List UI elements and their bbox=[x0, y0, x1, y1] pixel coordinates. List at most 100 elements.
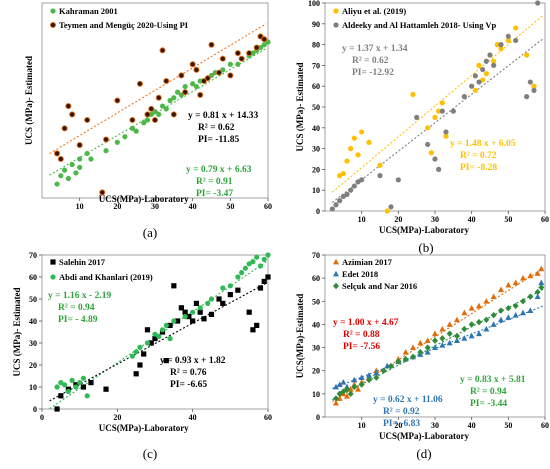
data-point bbox=[538, 279, 545, 286]
data-point bbox=[163, 358, 169, 364]
y-tick-label: 30 bbox=[29, 339, 37, 348]
legend-label: Abdi and Khanlari (2019) bbox=[59, 272, 153, 282]
data-point bbox=[253, 44, 260, 51]
data-point bbox=[450, 108, 456, 114]
series-2 bbox=[329, 0, 541, 212]
data-point bbox=[163, 322, 169, 328]
fit-pi: PI= -8.28 bbox=[460, 163, 497, 173]
data-point bbox=[454, 332, 460, 340]
data-point bbox=[402, 349, 409, 355]
data-point bbox=[246, 261, 252, 267]
data-point bbox=[175, 318, 181, 324]
data-point bbox=[512, 311, 519, 318]
y-tick-label: 20 bbox=[312, 367, 320, 376]
data-point bbox=[527, 272, 534, 279]
y-tick-label: 10 bbox=[312, 186, 320, 195]
data-point bbox=[344, 191, 350, 197]
data-point bbox=[62, 167, 68, 173]
data-point bbox=[182, 83, 188, 90]
data-point bbox=[57, 155, 64, 163]
data-point bbox=[476, 302, 482, 309]
data-point bbox=[178, 72, 185, 79]
y-tick-label: 60 bbox=[312, 82, 320, 91]
fit-annotation: y = 0.81 x + 14.33 R² = 0.62 PI= -11.85 bbox=[188, 111, 258, 145]
data-point bbox=[476, 330, 482, 337]
data-point bbox=[355, 152, 361, 158]
data-point bbox=[250, 327, 256, 333]
data-point bbox=[84, 150, 90, 157]
data-point bbox=[520, 274, 526, 281]
fit-r-squared: R² = 0.62 bbox=[198, 123, 235, 133]
data-point bbox=[534, 293, 541, 300]
data-point bbox=[439, 335, 446, 342]
data-point bbox=[454, 316, 460, 323]
data-point bbox=[358, 381, 365, 388]
data-point bbox=[439, 108, 445, 114]
y-tick-label: 0 bbox=[33, 405, 37, 414]
data-point bbox=[261, 256, 267, 262]
y-tick-label: 10 bbox=[29, 383, 37, 392]
data-point bbox=[388, 204, 394, 210]
data-point bbox=[377, 162, 383, 168]
fit-pi: PI= -11.85 bbox=[198, 135, 240, 145]
data-point bbox=[461, 94, 467, 100]
legend-label: Aliyu et al. (2019) bbox=[342, 6, 406, 16]
data-point bbox=[373, 369, 380, 376]
data-point bbox=[175, 89, 181, 95]
legend-label: Salehin 2017 bbox=[59, 257, 106, 267]
data-point bbox=[141, 120, 147, 126]
data-point bbox=[167, 336, 173, 342]
x-tick-label: 40 bbox=[189, 413, 197, 422]
data-point bbox=[513, 37, 519, 44]
data-point bbox=[137, 344, 143, 350]
data-point bbox=[336, 395, 343, 401]
x-tick-label: 60 bbox=[541, 421, 549, 430]
y-tick-label: 70 bbox=[312, 61, 320, 70]
data-point bbox=[468, 321, 475, 328]
data-point bbox=[483, 58, 489, 64]
data-point bbox=[133, 128, 139, 134]
data-point bbox=[88, 156, 94, 162]
data-point bbox=[425, 141, 431, 148]
data-point bbox=[208, 41, 215, 48]
data-point bbox=[84, 393, 90, 399]
data-point bbox=[377, 173, 383, 179]
fit-r-squared: R² = 0.72 bbox=[460, 151, 497, 161]
x-tick-label: 20 bbox=[394, 421, 402, 430]
data-point bbox=[414, 114, 420, 120]
data-point bbox=[133, 371, 139, 377]
x-tick-label: 10 bbox=[358, 215, 366, 224]
data-point bbox=[159, 103, 166, 109]
data-point bbox=[505, 281, 512, 288]
data-point bbox=[454, 337, 460, 344]
data-point bbox=[261, 278, 267, 284]
data-point bbox=[215, 69, 223, 76]
legend-label: Selçuk and Nar 2016 bbox=[342, 281, 417, 291]
y-tick-label: 20 bbox=[312, 165, 320, 174]
data-point bbox=[483, 71, 489, 77]
data-point bbox=[333, 202, 339, 208]
data-point bbox=[246, 50, 253, 57]
y-tick-label: 70 bbox=[29, 251, 37, 260]
data-point bbox=[461, 309, 468, 316]
data-point bbox=[443, 133, 449, 139]
caption: (d) bbox=[416, 446, 431, 461]
data-point bbox=[461, 335, 468, 341]
data-point bbox=[58, 173, 64, 179]
data-point bbox=[366, 372, 372, 378]
data-point bbox=[344, 386, 350, 393]
legend-label: Kahraman 2001 bbox=[59, 6, 118, 16]
data-point bbox=[242, 265, 248, 271]
fit-equation: y = 0.79 x + 6.63 bbox=[186, 165, 252, 175]
data-point bbox=[61, 125, 68, 132]
data-point bbox=[114, 97, 121, 104]
data-point bbox=[498, 42, 504, 48]
data-point bbox=[359, 177, 365, 183]
data-point bbox=[182, 309, 188, 315]
data-point bbox=[76, 142, 83, 149]
data-point bbox=[152, 336, 158, 342]
data-point bbox=[216, 296, 222, 302]
data-point bbox=[468, 305, 475, 311]
series-2 bbox=[54, 33, 268, 196]
data-point bbox=[524, 52, 530, 58]
